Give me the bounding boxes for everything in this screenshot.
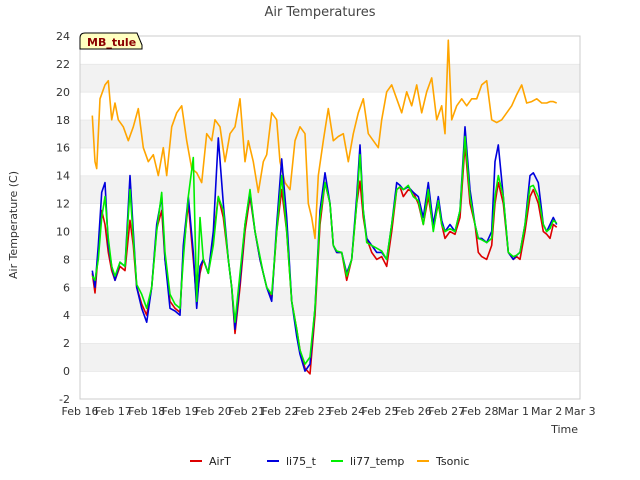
legend: AirT li75_t li77_temp Tsonic: [190, 455, 469, 468]
x-tick-label: Mar 2: [531, 405, 562, 418]
x-tick-label: Feb 25: [362, 405, 399, 418]
x-tick-label: Mar 1: [498, 405, 529, 418]
x-tick-label: Feb 28: [462, 405, 499, 418]
x-tick-label: Feb 24: [328, 405, 365, 418]
y-tick-label: 0: [63, 365, 70, 378]
legend-label: li77_temp: [350, 455, 404, 468]
plot-band: [80, 315, 580, 344]
y-tick-label: 18: [56, 114, 70, 127]
station-label-box: MB_tule: [79, 32, 143, 50]
chart-title: Air Temperatures: [264, 5, 375, 20]
legend-label: li75_t: [286, 455, 317, 468]
station-label: MB_tule: [87, 36, 136, 49]
x-tick-label: Feb 27: [428, 405, 465, 418]
y-tick-label: 8: [63, 253, 70, 266]
y-tick-label: -2: [59, 393, 70, 406]
y-tick-label: 4: [63, 309, 70, 322]
x-tick-label: Feb 21: [228, 405, 265, 418]
x-tick-label: Feb 26: [395, 405, 432, 418]
plot-band: [80, 343, 580, 372]
plot-band: [80, 36, 580, 64]
x-tick-label: Feb 17: [95, 405, 132, 418]
x-tick-label: Feb 16: [62, 405, 99, 418]
series-line-tsonic: [91, 39, 558, 240]
x-axis-label: Time: [550, 423, 578, 436]
y-tick-label: 22: [56, 58, 70, 71]
y-axis-label: Air Temperature (C): [7, 171, 20, 279]
y-tick-label: 14: [56, 170, 70, 183]
x-tick-label: Feb 18: [128, 405, 165, 418]
plot-band: [80, 371, 580, 399]
y-tick-label: 16: [56, 142, 70, 155]
plot-band: [80, 287, 580, 316]
y-tick-label: 24: [56, 30, 70, 43]
y-tick-label: 12: [56, 198, 70, 211]
plot-frame: [79, 35, 581, 400]
plot-band: [80, 259, 580, 288]
y-tick-label: 10: [56, 225, 70, 238]
x-tick-label: Feb 20: [195, 405, 232, 418]
y-tick-label: 6: [63, 281, 70, 294]
x-tick-label: Mar 3: [564, 405, 595, 418]
plot-band: [80, 63, 580, 92]
series-line-li77-temp: [91, 135, 558, 365]
series-layer: [91, 39, 558, 375]
legend-label: AirT: [209, 455, 231, 468]
y-tick-label: 20: [56, 86, 70, 99]
x-tick-label: Feb 22: [262, 405, 299, 418]
x-tick-label: Feb 19: [162, 405, 199, 418]
x-tick-label: Feb 23: [295, 405, 332, 418]
y-tick-label: 2: [63, 337, 70, 350]
legend-label: Tsonic: [435, 455, 469, 468]
